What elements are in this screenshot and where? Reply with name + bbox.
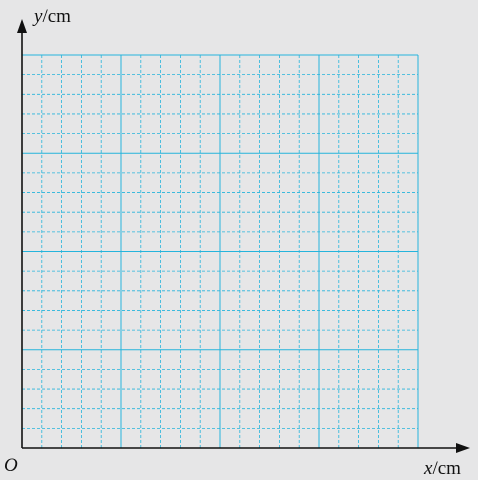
origin-label-text: O bbox=[4, 455, 18, 476]
x-axis-label-unit: /cm bbox=[432, 458, 461, 479]
y-axis-label-unit: /cm bbox=[42, 6, 71, 27]
origin-label: O bbox=[4, 455, 18, 476]
x-axis-label: x/cm bbox=[423, 458, 461, 479]
y-axis-label: y/cm bbox=[32, 6, 71, 27]
x-axis-arrow-icon bbox=[456, 443, 470, 453]
y-axis-arrow-icon bbox=[17, 19, 27, 33]
x-axis-label-var: x bbox=[423, 458, 433, 479]
y-axis-label-var: y bbox=[32, 6, 43, 27]
